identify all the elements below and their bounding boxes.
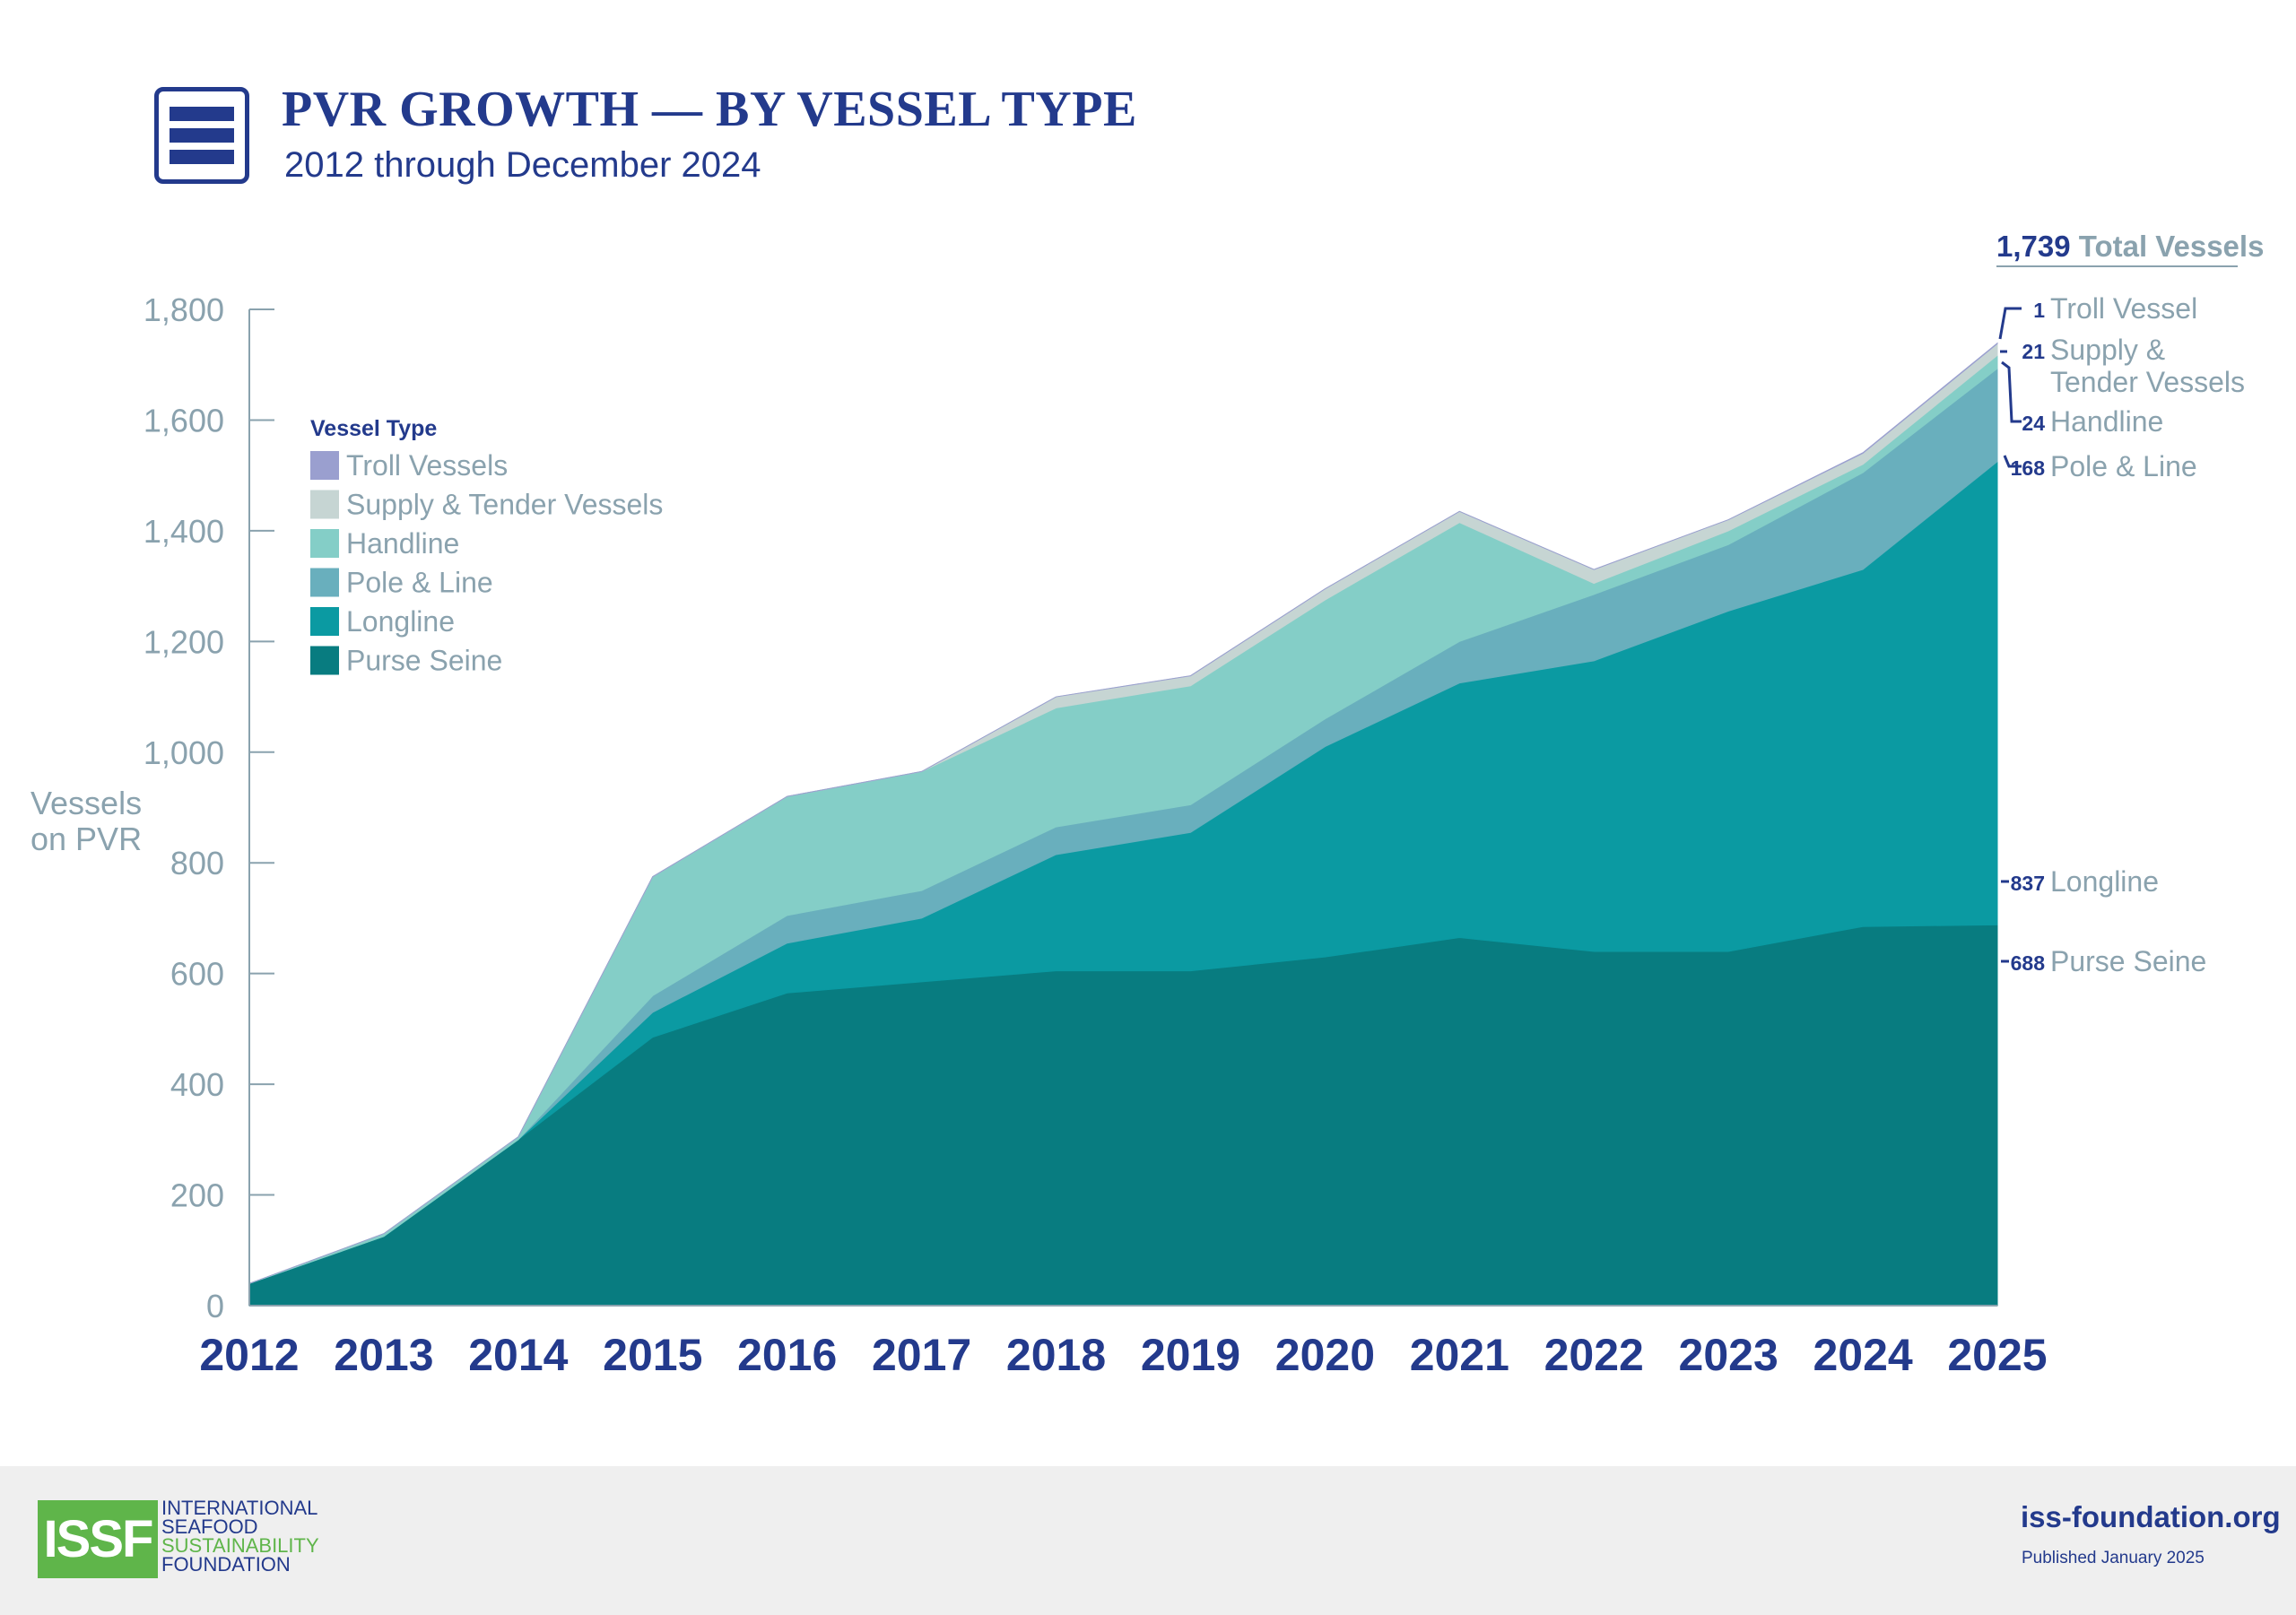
legend-label: Pole & Line bbox=[346, 567, 493, 599]
footer: ISSF INTERNATIONAL SEAFOOD SUSTAINABILIT… bbox=[0, 1466, 2296, 1615]
end-label-value: 24 bbox=[2022, 412, 2045, 435]
end-label-name: Tender Vessels bbox=[2050, 366, 2245, 398]
end-label-value: 168 bbox=[2011, 456, 2046, 480]
end-label-name: Pole & Line bbox=[2050, 450, 2197, 482]
published-date: Published January 2025 bbox=[2022, 1549, 2205, 1567]
x-tick-label: 2024 bbox=[1813, 1330, 1912, 1380]
leader-line bbox=[1998, 307, 2022, 340]
menu-bars-icon bbox=[154, 87, 249, 184]
chart-axes: 0 200 400 600 800 1,000 1,200 1,400 1,600 1,800 20… bbox=[30, 291, 2048, 1380]
end-label-value: 837 bbox=[2011, 872, 2045, 895]
end-label-name: Longline bbox=[2050, 865, 2159, 898]
legend-swatch bbox=[310, 451, 339, 480]
y-tick-label: 1,200 bbox=[144, 623, 224, 660]
y-tick-label: 1,800 bbox=[144, 291, 224, 328]
logo-line: INTERNATIONAL bbox=[161, 1497, 318, 1519]
legend-label: Longline bbox=[346, 605, 455, 638]
x-tick-label: 2025 bbox=[1947, 1330, 2047, 1380]
logo-line: SEAFOOD bbox=[161, 1515, 258, 1538]
x-tick-label: 2022 bbox=[1544, 1330, 1644, 1380]
x-tick-label: 2020 bbox=[1275, 1330, 1375, 1380]
y-tick-label: 0 bbox=[206, 1288, 224, 1324]
x-tick-label: 2016 bbox=[737, 1330, 837, 1380]
chart-legend: Vessel Type Troll Vessels Supply & Tender … bbox=[310, 416, 663, 677]
legend-label: Handline bbox=[346, 527, 459, 560]
x-tick-label: 2015 bbox=[603, 1330, 702, 1380]
legend-title: Vessel Type bbox=[310, 416, 437, 441]
x-tick-label: 2017 bbox=[872, 1330, 971, 1380]
x-tick-label: 2013 bbox=[334, 1330, 433, 1380]
logo-line: SUSTAINABILITY bbox=[161, 1534, 319, 1557]
x-tick-label: 2019 bbox=[1141, 1330, 1240, 1380]
end-label-name: Purse Seine bbox=[2050, 945, 2206, 977]
end-label-value: 688 bbox=[2011, 951, 2046, 975]
legend-label: Purse Seine bbox=[346, 645, 502, 677]
legend-swatch bbox=[310, 607, 339, 636]
logo-line: FOUNDATION bbox=[161, 1553, 291, 1576]
y-tick-label: 600 bbox=[170, 956, 224, 993]
legend-label: Troll Vessels bbox=[346, 449, 508, 482]
x-tick-label: 2018 bbox=[1006, 1330, 1106, 1380]
area-purse-seine bbox=[248, 924, 1998, 1307]
end-label-value: 21 bbox=[2022, 340, 2045, 363]
x-tick-label: 2021 bbox=[1410, 1330, 1509, 1380]
area-troll-vessels bbox=[248, 342, 1998, 1284]
legend-swatch bbox=[310, 568, 339, 597]
end-label-name: Supply & bbox=[2050, 334, 2165, 366]
y-axis-label: Vessels bbox=[30, 785, 142, 821]
chart-areas bbox=[248, 342, 1998, 1307]
x-tick-label: 2012 bbox=[199, 1330, 299, 1380]
x-tick-label: 2023 bbox=[1679, 1330, 1779, 1380]
leader-line bbox=[2003, 455, 2022, 468]
y-axis-label: on PVR bbox=[30, 821, 142, 857]
page-subtitle: 2012 through December 2024 bbox=[284, 145, 761, 185]
issf-logo-mark: ISSF bbox=[38, 1500, 158, 1578]
legend-swatch bbox=[310, 490, 339, 519]
y-tick-label: 1,000 bbox=[144, 734, 224, 771]
legend-swatch bbox=[310, 646, 339, 675]
y-tick-label: 800 bbox=[170, 845, 224, 881]
y-tick-label: 1,400 bbox=[144, 513, 224, 550]
legend-swatch bbox=[310, 529, 339, 558]
total-vessels-label: 1,739 Total Vessels bbox=[1996, 230, 2264, 263]
end-label-name: Handline bbox=[2050, 405, 2163, 438]
end-label-value: 1 bbox=[2033, 299, 2045, 322]
legend-label: Supply & Tender Vessels bbox=[346, 489, 663, 521]
y-tick-label: 1,600 bbox=[144, 402, 224, 438]
leader-line bbox=[2001, 360, 2022, 423]
website-link[interactable]: iss-foundation.org bbox=[2021, 1500, 2281, 1533]
end-label-name: Troll Vessel bbox=[2050, 292, 2197, 325]
total-label: Total Vessels bbox=[2079, 230, 2265, 263]
y-tick-label: 400 bbox=[170, 1066, 224, 1103]
y-tick-label: 200 bbox=[170, 1177, 224, 1214]
total-value: 1,739 bbox=[1996, 230, 2079, 263]
page-title: PVR GROWTH — BY VESSEL TYPE bbox=[282, 82, 1137, 137]
x-tick-label: 2014 bbox=[468, 1330, 568, 1380]
issf-logo-text: INTERNATIONAL SEAFOOD SUSTAINABILITY FOU… bbox=[161, 1497, 319, 1576]
